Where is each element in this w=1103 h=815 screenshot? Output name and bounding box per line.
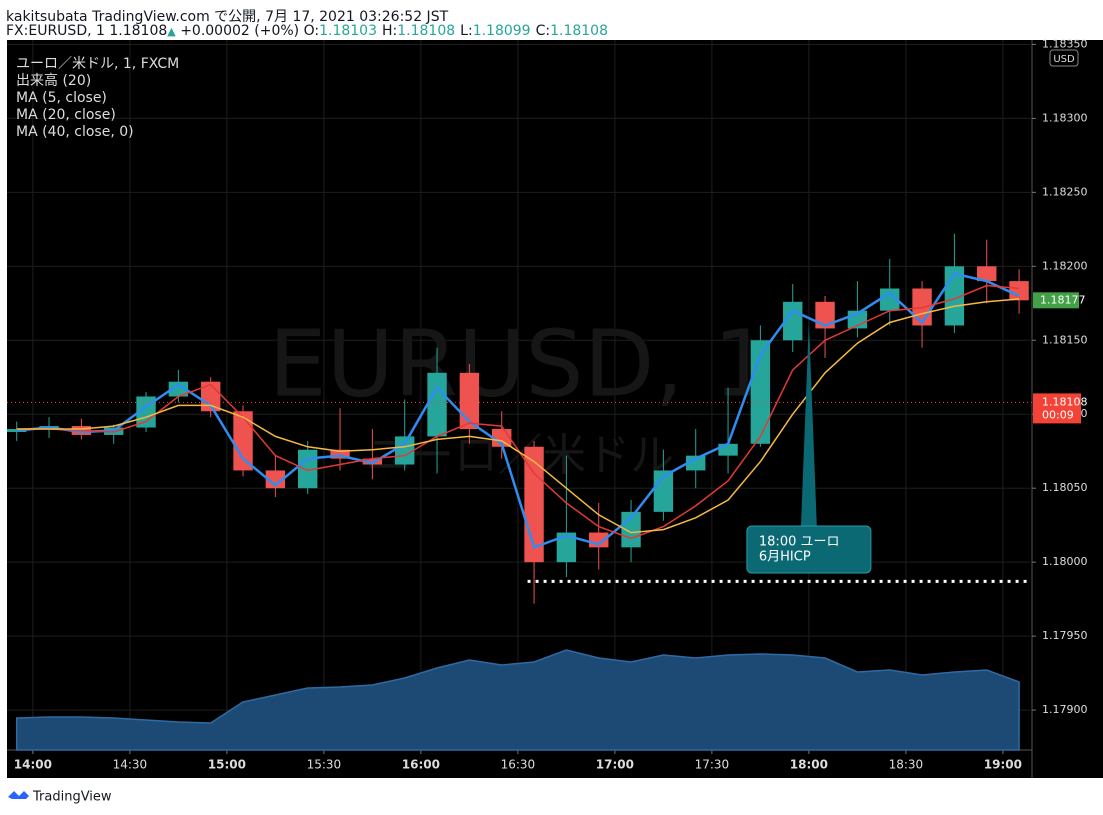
ohlc-value: 1.18108	[550, 23, 608, 39]
ohlc-value: 1.18103	[319, 23, 377, 39]
x-tick-label: 15:30	[307, 758, 342, 772]
candle-body	[330, 449, 350, 459]
annotation-text: 18:00 ユーロ	[759, 535, 840, 550]
x-tick-label: 14:00	[14, 758, 52, 772]
ohlc-key: O:	[303, 23, 320, 39]
symbol: FX:EURUSD, 1	[6, 23, 105, 39]
y-tick-label: 1.17900	[1042, 703, 1088, 716]
candle-body	[686, 455, 706, 471]
last-price-tag	[1033, 292, 1079, 309]
legend-entry: MA (40, close, 0)	[16, 124, 134, 140]
ma-line	[16, 284, 1020, 540]
x-tick-label: 16:00	[402, 758, 440, 772]
last-price-label: 1.18177	[1040, 293, 1086, 306]
candle-body	[1009, 281, 1029, 301]
x-tick-label: 16:30	[501, 758, 536, 772]
candle-body	[977, 266, 997, 282]
countdown: 00:09	[1042, 408, 1074, 421]
candle-body	[556, 532, 577, 563]
y-tick-label: 1.18250	[1042, 185, 1088, 198]
legend-entry: MA (20, close)	[16, 107, 116, 123]
price-tag	[1033, 393, 1081, 424]
y-tick-label: 1.17950	[1042, 629, 1088, 642]
change: +0.00002 (+0%)	[180, 23, 300, 39]
y-tick-label: 1.18350	[1042, 37, 1088, 50]
ma-line	[16, 272, 1020, 550]
candle-body	[168, 381, 189, 397]
arrow: ▲	[167, 25, 176, 38]
legend-entry: MA (5, close)	[16, 90, 107, 106]
ma-line	[16, 298, 1020, 534]
candle-body	[233, 411, 253, 471]
candle-body	[880, 288, 900, 311]
y-tick-label: 1.18000	[1042, 555, 1088, 568]
y-tick-label: 1.18050	[1042, 481, 1088, 494]
annotation-box	[746, 525, 872, 574]
x-tick-label: 17:00	[596, 758, 634, 772]
ohlc-key: C:	[535, 23, 551, 39]
x-tick-label: 15:00	[208, 758, 246, 772]
last: 1.18108	[109, 23, 168, 39]
x-tick-label: 14:30	[113, 758, 148, 772]
volume-area	[15, 649, 1020, 751]
ohlc-value: 1.18108	[397, 23, 456, 39]
x-tick-label: 18:00	[790, 758, 828, 772]
x-tick-label: 18:30	[889, 758, 924, 772]
watermark: EURUSD, 1	[269, 310, 772, 417]
watermark: ユーロ／米ドル	[366, 430, 674, 481]
x-tick-label: 17:30	[695, 758, 730, 772]
candle-body	[395, 436, 415, 465]
y-tick-label: 1.18150	[1042, 333, 1088, 346]
legend-title: ユーロ／米ドル, 1, FXCM	[16, 56, 179, 72]
candle-body	[265, 470, 286, 489]
legend-entry: 出来高 (20)	[16, 72, 91, 89]
time-axis-bg	[7, 750, 1032, 778]
x-tick-label: 19:00	[984, 758, 1022, 772]
ohlc-key: L:	[460, 23, 473, 39]
candle-body	[783, 301, 803, 341]
currency-box	[1049, 49, 1079, 67]
logo	[8, 791, 29, 799]
annotation-text: 6月HICP	[759, 550, 811, 565]
publisher: kakitsubata TradingView.com で公開, 7月 17, …	[6, 9, 449, 25]
y-tick-label: 1.18300	[1042, 111, 1088, 124]
currency: USD	[1053, 54, 1075, 65]
ohlc-key: H:	[382, 23, 398, 39]
ohlc: O:1.18103 H:1.18108 L:1.18099 C:1.18108	[304, 23, 613, 39]
candle-body	[427, 372, 447, 437]
brand: TradingView	[32, 790, 112, 805]
candle-body	[815, 301, 835, 329]
y-tick-label: 1.18200	[1042, 259, 1088, 272]
price-tag-label: 1.18108	[1042, 395, 1088, 408]
ohlc-value: 1.18099	[472, 23, 531, 39]
candle-body	[718, 443, 738, 456]
symbol-line: FX:EURUSD, 1 1.18108▲ +0.00002 (+0%) O:1…	[6, 23, 613, 39]
annotation-pointer	[800, 321, 817, 528]
